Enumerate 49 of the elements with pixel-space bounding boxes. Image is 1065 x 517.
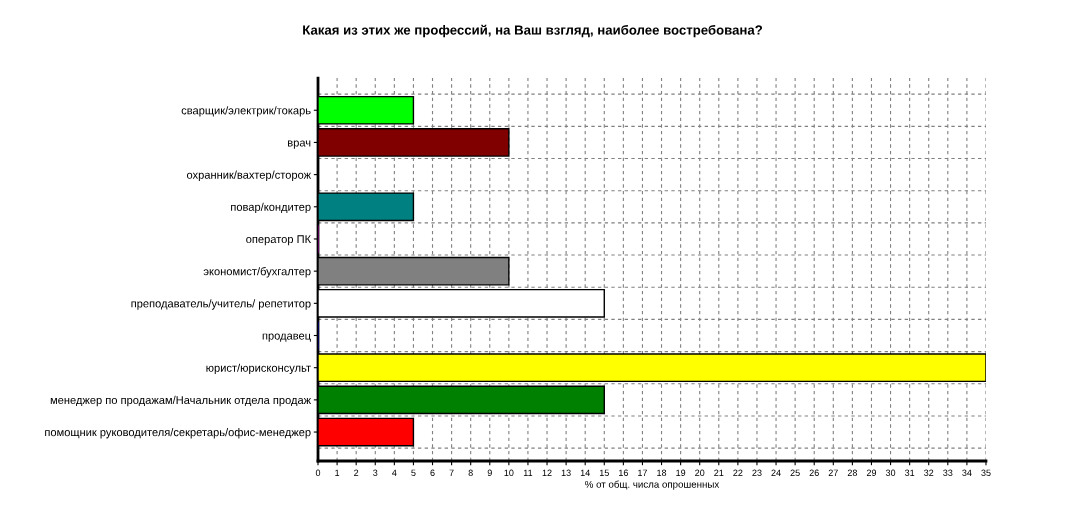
- x-tick-label: 18: [657, 469, 667, 476]
- x-tick-label: 31: [904, 469, 915, 476]
- x-tick-label: 9: [487, 469, 492, 476]
- x-tick-label: 7: [449, 469, 454, 476]
- y-tick-label: сварщик/электрик/токарь: [181, 106, 311, 117]
- y-tick-label: врач: [288, 140, 311, 149]
- x-tick-label: 29: [866, 469, 877, 476]
- x-tick-label: 33: [943, 469, 953, 476]
- x-tick-label: 12: [542, 469, 552, 476]
- y-tick-label: юрист/юрисконсульт: [206, 363, 311, 375]
- x-tick-label: 8: [468, 469, 473, 476]
- x-tick-label: 13: [561, 469, 571, 476]
- x-tick-label: 10: [504, 469, 514, 476]
- x-tick-label: 23: [752, 469, 762, 476]
- x-tick-label: 11: [523, 469, 533, 476]
- x-tick-label: 5: [411, 469, 416, 476]
- x-tick-label: 6: [430, 469, 435, 476]
- y-tick-label: преподаватель/учитель/ репетитор: [131, 299, 311, 310]
- x-axis-title: % от общ. числа опрошенных: [585, 480, 720, 490]
- y-tick-label: охранник/вахтер/сторож: [186, 170, 312, 181]
- x-tick-label: 34: [962, 469, 972, 476]
- y-tick-label: помощник руководителя/секретарь/офис-менеджер: [45, 428, 311, 439]
- x-tick-label: 22: [733, 469, 743, 476]
- x-tick-label: 25: [790, 469, 800, 476]
- x-tick-label: 24: [771, 469, 781, 476]
- x-tick-label: 3: [373, 469, 378, 476]
- x-tick-label: 21: [714, 469, 724, 476]
- x-tick-label: 30: [885, 469, 896, 476]
- y-tick-label: экономист/бухгалтер: [203, 267, 311, 278]
- y-tick-label: повар/кондитер: [231, 202, 311, 214]
- x-tick-label: 17: [638, 469, 648, 476]
- x-tick-label: 32: [924, 469, 934, 476]
- x-tick-label: 14: [580, 469, 590, 476]
- x-tick-label: 1: [335, 469, 340, 476]
- x-tick-label: 19: [676, 469, 686, 476]
- x-tick-label: 15: [599, 469, 609, 476]
- x-tick-label: 2: [354, 469, 359, 476]
- x-tick-label: 27: [828, 469, 838, 476]
- x-tick-label: 0: [315, 469, 321, 476]
- y-tick-label: менеджер по продажам/Начальник отдела продаж: [50, 395, 312, 407]
- x-tick-label: 26: [809, 469, 819, 476]
- x-tick-label: 4: [392, 469, 397, 476]
- y-tick-label: продавец: [262, 333, 311, 342]
- x-tick-label: 20: [695, 469, 705, 476]
- y-tick-label: оператор ПК: [246, 235, 311, 246]
- x-tick-label: 28: [847, 469, 858, 476]
- x-tick-label: 35: [981, 469, 991, 476]
- x-tick-label: 16: [619, 469, 628, 476]
- chart-title: Какая из этих же профессий, на Ваш взгляд, наиболее востребована?: [303, 24, 763, 38]
